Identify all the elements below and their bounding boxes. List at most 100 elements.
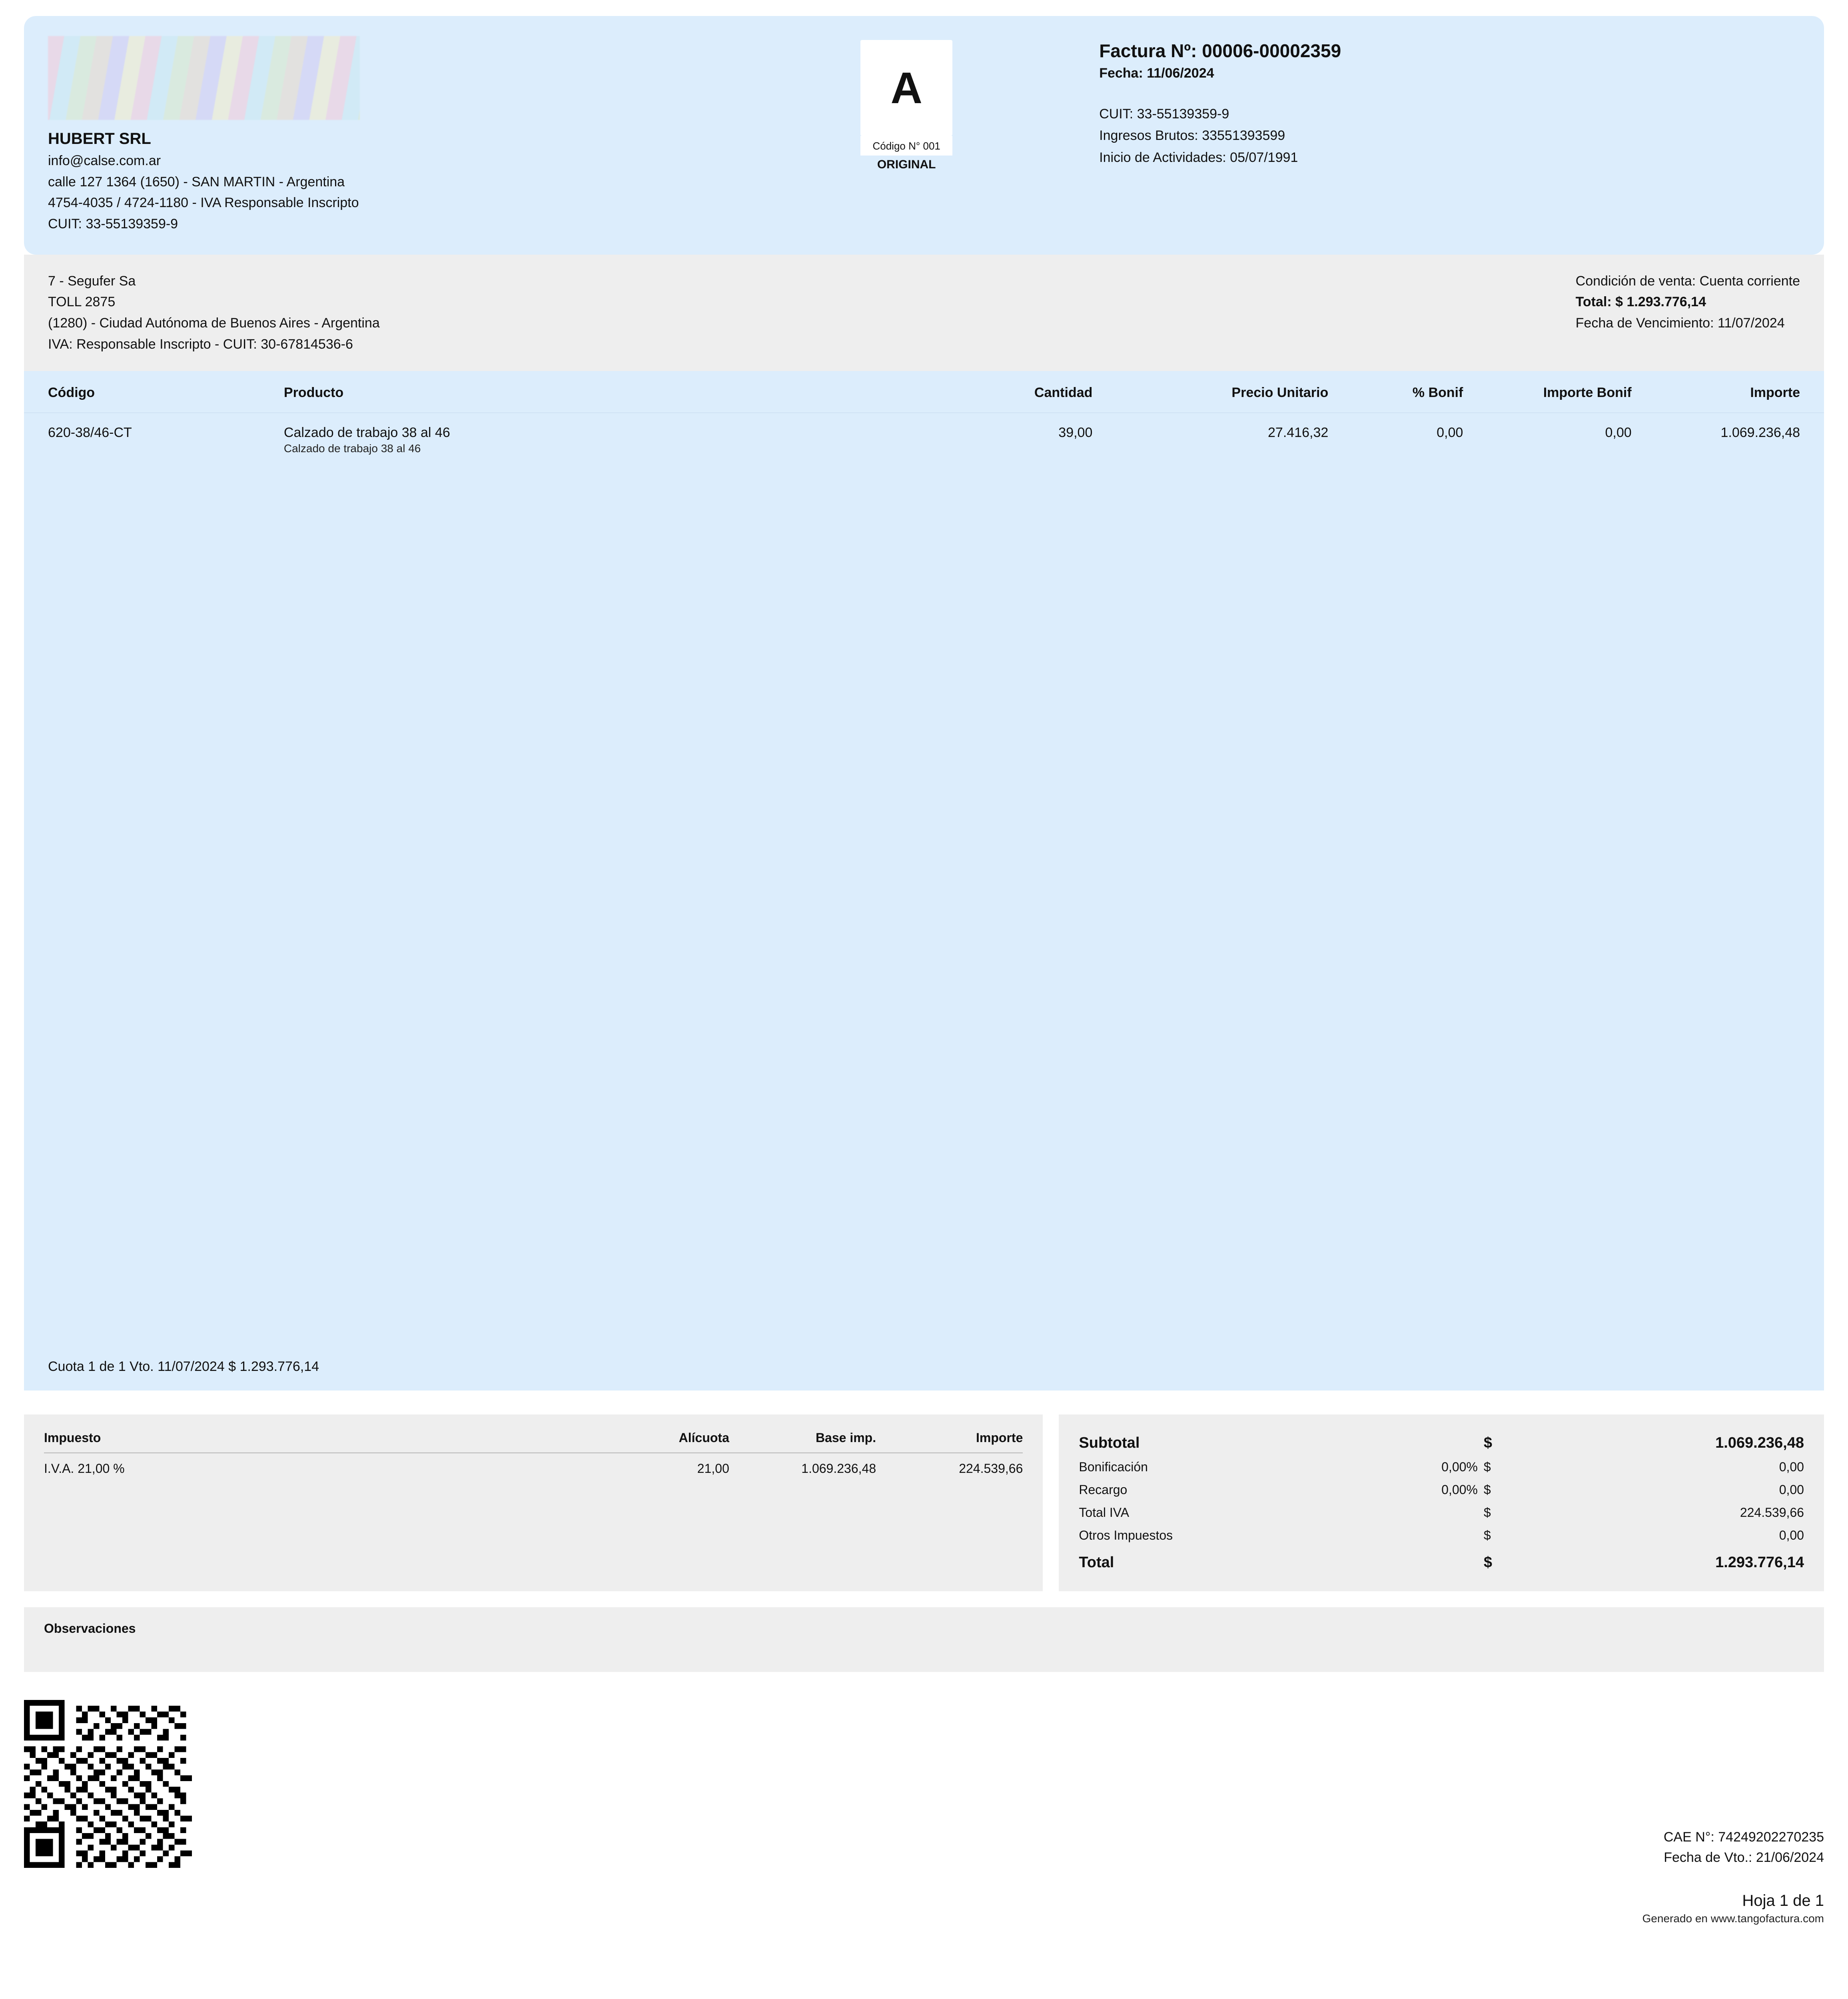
company-email: info@calse.com.ar	[48, 150, 714, 172]
tax-importe: 224.539,66	[876, 1461, 1023, 1476]
tax-impuesto: I.V.A. 21,00 %	[44, 1461, 583, 1476]
bonificacion-value: 0,00	[1550, 1460, 1804, 1474]
cae-label: CAE N°: 74249202270235	[1664, 1827, 1824, 1847]
col-header-producto: Producto	[284, 385, 924, 401]
total-value: 1.293.776,14	[1550, 1554, 1804, 1571]
recargo-label: Recargo	[1079, 1482, 1369, 1497]
col-header-pct-bonif: % Bonif	[1328, 385, 1463, 401]
observaciones-label: Observaciones	[44, 1621, 1804, 1636]
total-currency: $	[1478, 1554, 1550, 1571]
hoja-label: Hoja 1 de 1	[1642, 1892, 1824, 1910]
customer-vencimiento-label: Fecha de Vencimiento: 11/07/2024	[1576, 313, 1800, 334]
bonificacion-pct: 0,00%	[1369, 1460, 1478, 1474]
item-importe-bonif: 0,00	[1463, 425, 1631, 455]
otros-impuestos-spacer	[1369, 1528, 1478, 1543]
col-header-cantidad: Cantidad	[924, 385, 1092, 401]
otros-impuestos-value: 0,00	[1550, 1528, 1804, 1543]
customer-section: 7 - Segufer Sa TOLL 2875 (1280) - Ciudad…	[24, 255, 1824, 371]
table-row: 620-38/46-CT Calzado de trabajo 38 al 46…	[24, 413, 1824, 459]
tax-col-header-importe: Importe	[876, 1430, 1023, 1445]
invoice-ingresos-brutos-label: Ingresos Brutos: 33551393599	[1099, 125, 1800, 146]
recargo-value: 0,00	[1550, 1482, 1804, 1497]
footer-page-info: Hoja 1 de 1 Generado en www.tangofactura…	[1642, 1892, 1824, 1925]
summary-row-recargo: Recargo 0,00% $ 0,00	[1079, 1478, 1804, 1501]
recargo-currency: $	[1478, 1482, 1550, 1497]
total-label: Total	[1079, 1554, 1369, 1571]
qr-code[interactable]	[24, 1700, 192, 1868]
col-header-importe: Importe	[1632, 385, 1800, 401]
subtotal-spacer	[1369, 1434, 1478, 1452]
bonificacion-currency: $	[1478, 1460, 1550, 1474]
total-iva-spacer	[1369, 1505, 1478, 1520]
tax-alicuota: 21,00	[583, 1461, 729, 1476]
recargo-pct: 0,00%	[1369, 1482, 1478, 1497]
otros-impuestos-label: Otros Impuestos	[1079, 1528, 1369, 1543]
invoice-meta-block: Factura Nº: 00006-00002359 Fecha: 11/06/…	[1099, 36, 1800, 168]
company-logo	[48, 36, 360, 120]
company-phone-line: 4754-4035 / 4724-1180 - IVA Responsable …	[48, 192, 714, 213]
header-section: HUBERT SRL info@calse.com.ar calle 127 1…	[24, 16, 1824, 255]
invoice-inicio-actividades-label: Inicio de Actividades: 05/07/1991	[1099, 147, 1800, 168]
tax-base-imp: 1.069.236,48	[729, 1461, 876, 1476]
summary-table: Subtotal $ 1.069.236,48 Bonificación 0,0…	[1059, 1414, 1824, 1591]
customer-info-block: 7 - Segufer Sa TOLL 2875 (1280) - Ciudad…	[48, 271, 1012, 355]
tax-col-header-impuesto: Impuesto	[44, 1430, 583, 1445]
col-header-codigo: Código	[48, 385, 284, 401]
invoice-codigo-label: Código N° 001	[860, 136, 952, 156]
company-name: HUBERT SRL	[48, 130, 714, 148]
cae-block: CAE N°: 74249202270235 Fecha de Vto.: 21…	[1664, 1827, 1824, 1868]
summary-row-total-iva: Total IVA $ 224.539,66	[1079, 1501, 1804, 1524]
condicion-venta-label: Condición de venta: Cuenta corriente	[1576, 271, 1800, 292]
footer-section: CAE N°: 74249202270235 Fecha de Vto.: 21…	[24, 1700, 1824, 1868]
items-table: Código Producto Cantidad Precio Unitario…	[24, 371, 1824, 1391]
customer-line2: TOLL 2875	[48, 291, 1012, 313]
customer-line4: IVA: Responsable Inscripto - CUIT: 30-67…	[48, 334, 1012, 355]
item-producto: Calzado de trabajo 38 al 46	[284, 425, 924, 441]
company-cuit: CUIT: 33-55139359-9	[48, 213, 714, 235]
item-precio-unitario: 27.416,32	[1092, 425, 1328, 455]
invoice-letter-badge: A	[860, 40, 952, 136]
tax-col-header-alicuota: Alícuota	[583, 1430, 729, 1445]
item-pct-bonif: 0,00	[1328, 425, 1463, 455]
observaciones-section: Observaciones	[24, 1607, 1824, 1672]
invoice-number-title: Factura Nº: 00006-00002359	[1099, 40, 1800, 62]
company-address: calle 127 1364 (1650) - SAN MARTIN - Arg…	[48, 172, 714, 193]
summary-row-otros-impuestos: Otros Impuestos $ 0,00	[1079, 1524, 1804, 1547]
items-table-rows: 620-38/46-CT Calzado de trabajo 38 al 46…	[24, 413, 1824, 459]
subtotal-label: Subtotal	[1079, 1434, 1369, 1452]
invoice-date-label: Fecha: 11/06/2024	[1099, 66, 1800, 81]
item-importe: 1.069.236,48	[1632, 425, 1800, 455]
item-cantidad: 39,00	[924, 425, 1092, 455]
subtotal-currency: $	[1478, 1434, 1550, 1452]
summary-row-total: Total $ 1.293.776,14	[1079, 1547, 1804, 1575]
company-info-block: HUBERT SRL info@calse.com.ar calle 127 1…	[48, 36, 714, 235]
summary-row-subtotal: Subtotal $ 1.069.236,48	[1079, 1430, 1804, 1456]
tax-col-header-base: Base imp.	[729, 1430, 876, 1445]
customer-line1: 7 - Segufer Sa	[48, 271, 1012, 292]
tax-table-header: Impuesto Alícuota Base imp. Importe	[44, 1430, 1023, 1453]
items-table-header: Código Producto Cantidad Precio Unitario…	[24, 371, 1824, 413]
cae-vto-label: Fecha de Vto.: 21/06/2024	[1664, 1847, 1824, 1868]
invoice-page: HUBERT SRL info@calse.com.ar calle 127 1…	[0, 0, 1848, 1999]
customer-line3: (1280) - Ciudad Autónoma de Buenos Aires…	[48, 313, 1012, 334]
item-producto-wrap: Calzado de trabajo 38 al 46 Calzado de t…	[284, 425, 924, 455]
invoice-status-label: ORIGINAL	[877, 158, 936, 172]
customer-total-label: Total: $ 1.293.776,14	[1576, 291, 1800, 313]
footer-bottom-row: Hoja 1 de 1 Generado en www.tangofactura…	[24, 1892, 1824, 1925]
bonificacion-label: Bonificación	[1079, 1460, 1369, 1474]
tax-table: Impuesto Alícuota Base imp. Importe I.V.…	[24, 1414, 1043, 1591]
col-header-precio-unitario: Precio Unitario	[1092, 385, 1328, 401]
invoice-type-block: A Código N° 001 ORIGINAL	[860, 40, 952, 172]
item-producto-sub: Calzado de trabajo 38 al 46	[284, 442, 924, 455]
invoice-cuit-label: CUIT: 33-55139359-9	[1099, 103, 1800, 125]
customer-condition-block: Condición de venta: Cuenta corriente Tot…	[1576, 271, 1800, 355]
subtotal-value: 1.069.236,48	[1550, 1434, 1804, 1452]
table-row: I.V.A. 21,00 % 21,00 1.069.236,48 224.53…	[44, 1461, 1023, 1476]
total-iva-value: 224.539,66	[1550, 1505, 1804, 1520]
cuota-line: Cuota 1 de 1 Vto. 11/07/2024 $ 1.293.776…	[48, 1359, 319, 1375]
totals-section: Impuesto Alícuota Base imp. Importe I.V.…	[24, 1414, 1824, 1591]
summary-row-bonificacion: Bonificación 0,00% $ 0,00	[1079, 1456, 1804, 1478]
total-iva-currency: $	[1478, 1505, 1550, 1520]
generado-label: Generado en www.tangofactura.com	[1642, 1912, 1824, 1925]
item-codigo: 620-38/46-CT	[48, 425, 284, 455]
